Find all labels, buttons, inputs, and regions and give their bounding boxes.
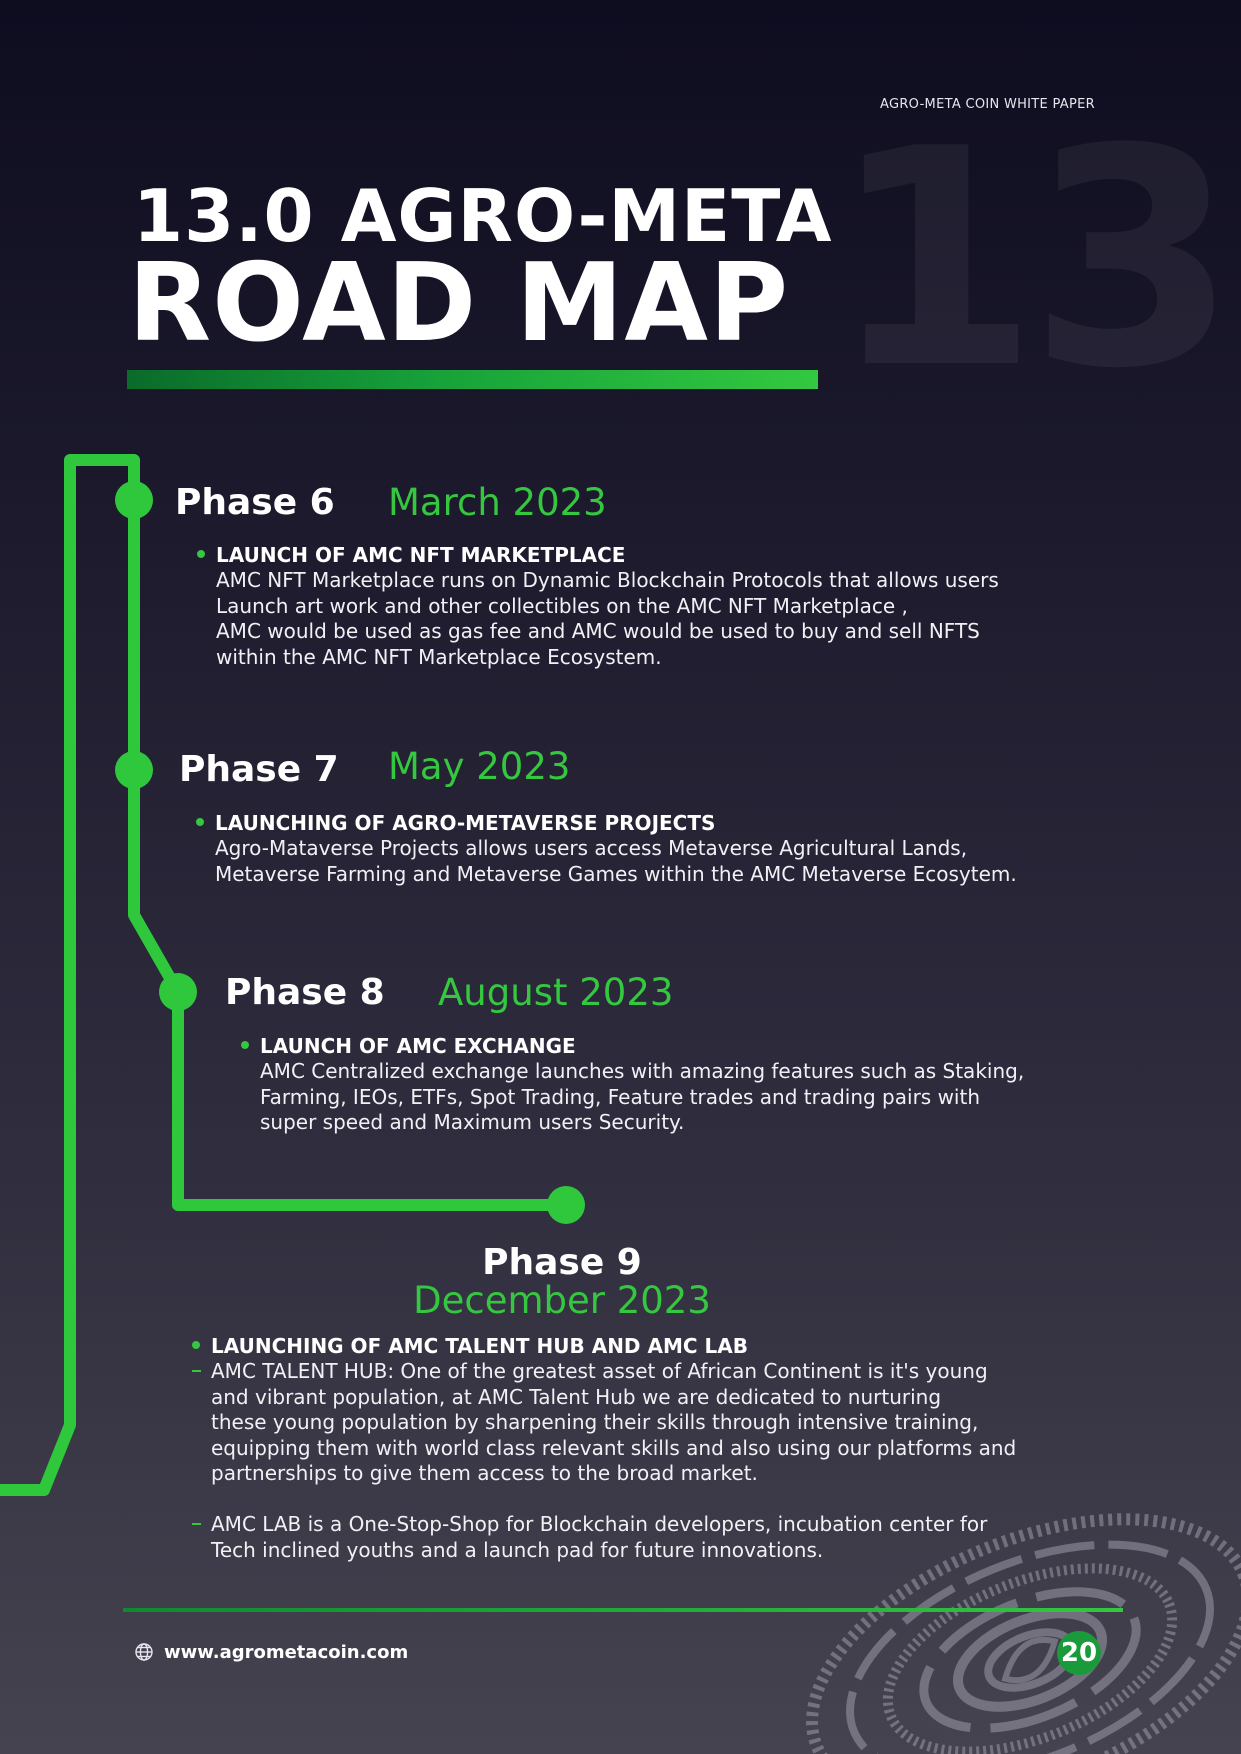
section-number-watermark: 13	[830, 85, 1237, 434]
timeline-outer-line	[0, 454, 140, 1496]
title-underline	[127, 370, 818, 389]
phase-8-title: Phase 8	[225, 972, 385, 1013]
phase-9-talent-line: and vibrant population, at AMC Talent Hu…	[211, 1384, 942, 1409]
phase-7-line: Metaverse Farming and Metaverse Games wi…	[215, 861, 1017, 886]
page-title-line1: 13.0 AGRO-META	[133, 174, 833, 258]
phase-9-bullet	[192, 1341, 200, 1349]
phase-6-bullet	[197, 550, 205, 558]
circuit-decoration	[806, 1513, 1241, 1754]
phase-9-lab-description: AMC LAB is a One-Stop-Shop for Blockchai…	[211, 1512, 987, 1563]
timeline-node-phase-7	[115, 751, 153, 789]
phase-8-date: August 2023	[438, 971, 674, 1014]
phase-8-line: AMC Centralized exchange launches with a…	[260, 1059, 1025, 1083]
phase-9-title: Phase 9	[482, 1242, 642, 1283]
globe-icon	[135, 1643, 153, 1661]
phase-9-talent-line: these young population by sharpening the…	[211, 1410, 979, 1434]
footer-website-link[interactable]: www.agrometacoin.com	[164, 1642, 409, 1663]
phase-9-talent-hub-description: AMC TALENT HUB: One of the greatest asse…	[211, 1359, 1016, 1487]
phase-8-item-title: LAUNCH OF AMC EXCHANGE	[260, 1034, 576, 1058]
phase-7-bullet	[196, 818, 204, 826]
phase-9-lab-dash	[192, 1523, 201, 1525]
phase-7-item-title: LAUNCHING OF AGRO-METAVERSE PROJECTS	[215, 811, 716, 835]
timeline-node-phase-8	[159, 973, 197, 1011]
phase-6-line: Launch art work and other collectibles o…	[216, 593, 908, 618]
phase-9-talent-dash	[192, 1370, 201, 1372]
phase-9-date: December 2023	[413, 1279, 711, 1322]
phase-6-line: AMC NFT Marketplace runs on Dynamic Bloc…	[216, 568, 999, 592]
phase-6-title: Phase 6	[175, 482, 335, 523]
document-header-label: AGRO-META COIN WHITE PAPER	[880, 97, 1095, 112]
phase-6-description: AMC NFT Marketplace runs on Dynamic Bloc…	[216, 568, 999, 670]
phase-9-talent-line: partnerships to give them access to the …	[211, 1461, 758, 1485]
timeline-node-phase-6	[115, 481, 153, 519]
page-number-badge: 20	[1057, 1631, 1101, 1675]
phase-9-item-title: LAUNCHING OF AMC TALENT HUB AND AMC LAB	[211, 1334, 748, 1358]
page-title-line2: ROAD MAP	[128, 241, 790, 366]
phase-7-description: Agro-Mataverse Projects allows users acc…	[215, 836, 1017, 887]
phase-9-talent-line: AMC TALENT HUB: One of the greatest asse…	[211, 1359, 988, 1383]
phase-6-line: within the AMC NFT Marketplace Ecosystem…	[216, 644, 662, 669]
phase-6-item-title: LAUNCH OF AMC NFT MARKETPLACE	[216, 543, 626, 567]
phase-8-bullet	[241, 1041, 249, 1049]
phase-9-lab-line: Tech inclined youths and a launch pad fo…	[211, 1537, 824, 1562]
phase-9-talent-line: equipping them with world class relevant…	[211, 1435, 1017, 1460]
footer-divider	[123, 1608, 1123, 1612]
phase-7-line: Agro-Mataverse Projects allows users acc…	[215, 836, 968, 860]
phase-8-line: Farming, IEOs, ETFs, Spot Trading, Featu…	[260, 1084, 980, 1109]
phase-8-line: super speed and Maximum users Security.	[260, 1110, 685, 1134]
phase-6-line: AMC would be used as gas fee and AMC wou…	[216, 619, 980, 643]
phase-6-date: March 2023	[388, 481, 607, 524]
phase-7-date: May 2023	[388, 745, 571, 788]
timeline-node-phase-9	[547, 1186, 585, 1224]
phase-9-lab-line: AMC LAB is a One-Stop-Shop for Blockchai…	[211, 1512, 988, 1536]
phase-7-title: Phase 7	[179, 749, 339, 790]
phase-8-description: AMC Centralized exchange launches with a…	[260, 1059, 1024, 1136]
